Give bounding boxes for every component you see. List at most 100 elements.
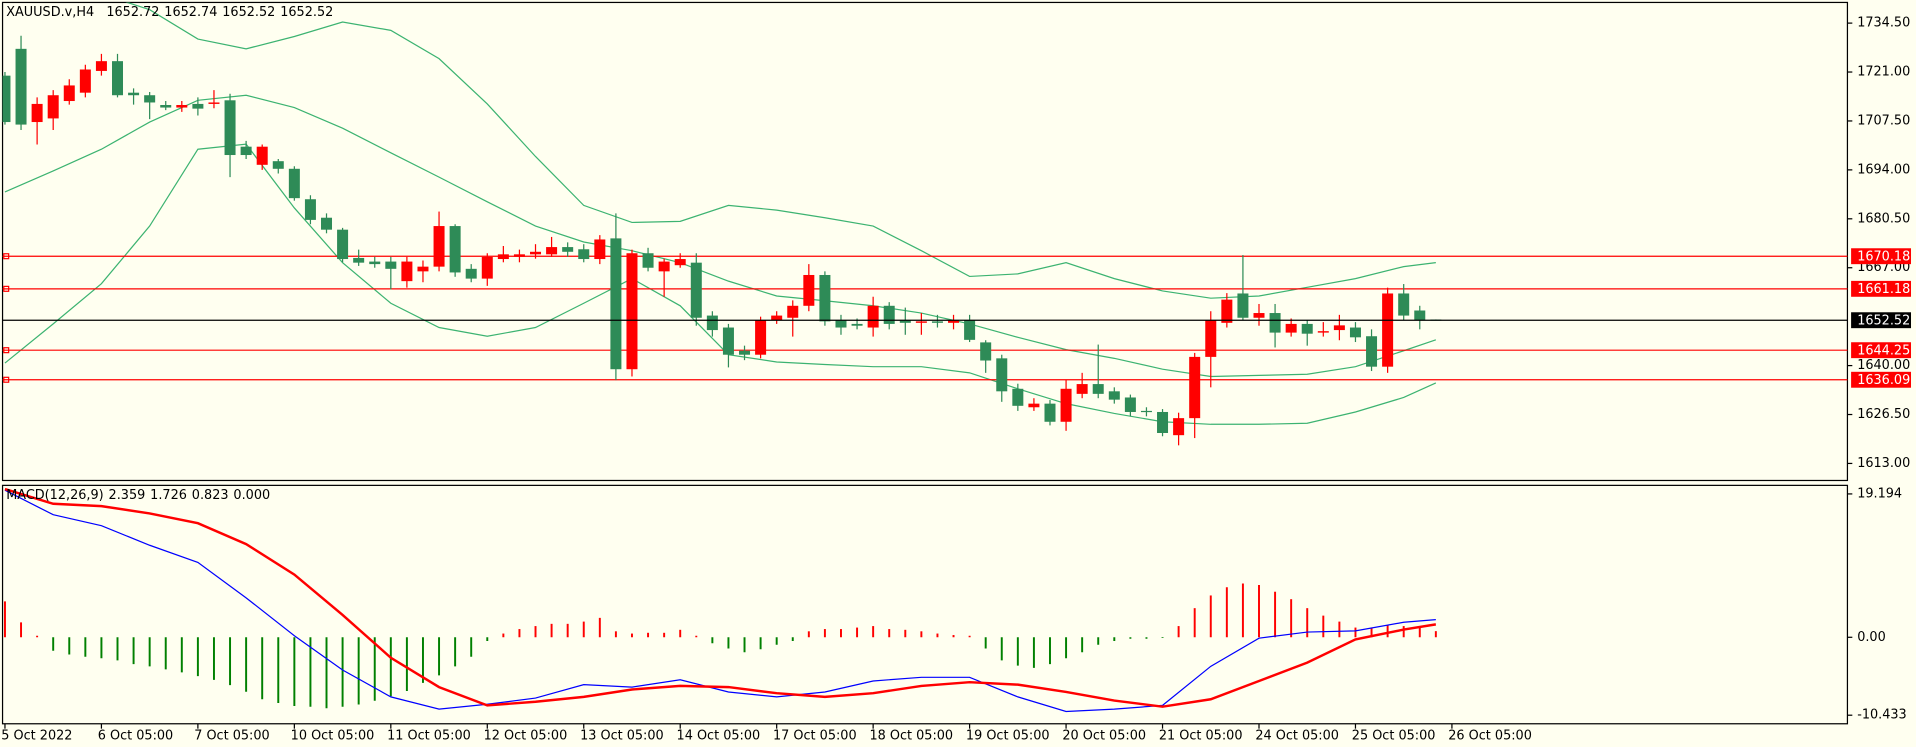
candle-body [1398,293,1410,316]
candle-body [240,146,252,156]
level-marker [3,253,10,260]
candle-body [626,253,638,370]
candle-body [1349,327,1361,338]
chart-header: XAUUSD.v,H4 1652.72 1652.74 1652.52 1652.52 [6,5,333,20]
y-tick-label: -10.433 [1857,708,1907,723]
candle-body [497,254,509,260]
candle-body [176,105,188,108]
main-panel [1,1,1849,482]
level-label: 1644.25 [1857,343,1910,358]
macd-panel [1,484,1849,725]
candle-body [353,257,365,263]
candle-body [160,105,172,108]
candle-body [562,247,574,252]
x-tick-label: 18 Oct 05:00 [869,728,953,743]
candle-body [224,100,236,156]
candle-body [722,327,734,355]
macd-main-line [4,489,1436,713]
candle-body [513,254,525,257]
macd-signal-line [4,487,1437,708]
level-marker [3,347,10,354]
candle-body [385,261,397,269]
x-tick-label: 10 Oct 05:00 [291,728,375,743]
candle-body [706,315,718,331]
candle-body [980,342,992,361]
candle-body [739,350,751,355]
candle-body [996,358,1008,392]
candle-body [835,320,847,328]
x-tick-label: 12 Oct 05:00 [484,728,568,743]
macd-readout: 1.726 [150,488,187,503]
candle-body [578,249,590,260]
candle-body [433,226,445,267]
y-tick-label: 1734.50 [1857,16,1910,31]
candle-body [288,168,300,199]
candle-body [304,199,316,220]
x-tick-label: 7 Oct 05:00 [194,728,269,743]
y-tick-label: 19.194 [1857,486,1902,501]
y-tick-label: 1721.00 [1857,65,1910,80]
candle-body [272,161,284,169]
candle-body [1382,293,1394,367]
candle-body [1060,388,1072,422]
candle-body [79,69,91,93]
candle-body [112,61,124,96]
candle-body [1140,410,1152,413]
candle-body [915,321,927,323]
y-tick-label: 1626.50 [1857,407,1910,422]
candle-body [1205,320,1217,357]
candle-body [755,320,767,355]
candle-body [883,305,895,324]
chart-title: XAUUSD.v,H4 [6,5,94,20]
candle-body [658,261,670,272]
candle-body [1044,403,1056,422]
candle-body [47,95,59,119]
candle-body [610,238,622,370]
macd-title: MACD(12,26,9) [6,488,103,503]
ohlc-open: 1652.72 [106,5,159,20]
candle-body [803,274,815,306]
candle-body [1124,397,1136,412]
x-tick-label: 26 Oct 05:00 [1448,728,1532,743]
candle-body [481,256,493,279]
candle-body [530,251,542,255]
x-tick-label: 14 Oct 05:00 [677,728,761,743]
y-tick-label: 1613.00 [1857,456,1910,471]
price-label-box [1851,312,1912,329]
y-tick-label: 0.00 [1857,630,1886,645]
ohlc-low: 1652.52 [222,5,275,20]
band-upper [125,2,1436,299]
candle-body [1108,391,1120,400]
candle-body [948,320,960,323]
candle-body [1285,323,1297,333]
candle-body [1157,411,1169,433]
y-tick-label: 1680.50 [1857,211,1910,226]
level-label-box [1851,248,1912,265]
x-tick-label: 13 Oct 05:00 [580,728,664,743]
macd-header: MACD(12,26,9) 2.359 1.726 0.823 0.000 [6,488,270,503]
candle-body [674,259,686,266]
y-tick-label: 1707.50 [1857,113,1910,128]
candle-body [1221,299,1233,323]
candle-body [1301,323,1313,334]
level-marker [3,285,10,292]
candle-body [771,315,783,321]
y-tick-label: 1694.00 [1857,162,1910,177]
candle-body [417,266,429,272]
candle-body [1333,325,1345,331]
ohlc-high: 1652.74 [164,5,217,20]
candle-body [31,103,43,123]
level-marker [3,376,10,383]
candle-body [1092,384,1104,394]
x-tick-label: 24 Oct 05:00 [1255,728,1339,743]
candle-body [899,320,911,323]
candle-body [1366,336,1378,367]
candle-body [1028,403,1040,408]
macd-readout: 0.000 [233,488,270,503]
candle-body [819,274,831,322]
candle-body [192,103,204,109]
candle-body [1317,331,1329,333]
candle-body [15,48,27,125]
